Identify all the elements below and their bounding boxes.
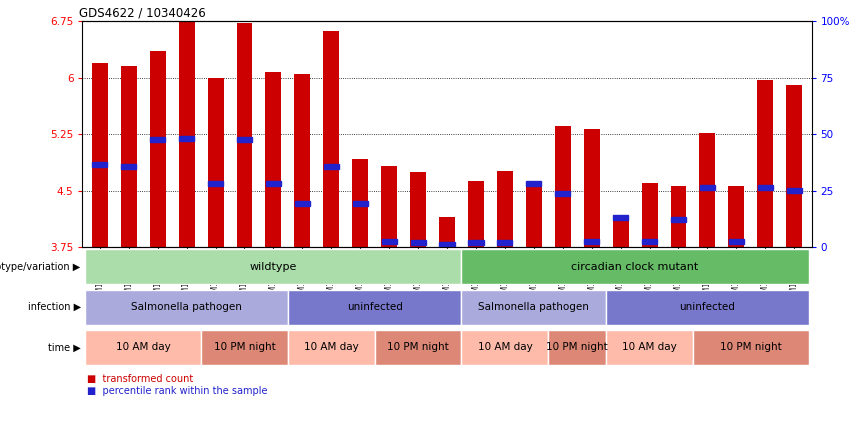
Bar [266, 181, 281, 186]
Bar [700, 184, 715, 190]
Bar [469, 240, 483, 244]
Bar [237, 137, 252, 142]
Bar [555, 126, 570, 247]
Text: wildtype: wildtype [250, 262, 297, 272]
Bar [85, 290, 288, 324]
Text: time ▶: time ▶ [48, 342, 81, 352]
Bar [613, 217, 628, 247]
Bar [294, 74, 310, 247]
Text: uninfected: uninfected [680, 302, 735, 312]
Bar [266, 71, 281, 247]
Text: 10 AM day: 10 AM day [115, 342, 171, 352]
Bar [149, 51, 166, 247]
Text: 10 PM night: 10 PM night [720, 342, 782, 352]
Text: 10 PM night: 10 PM night [546, 342, 608, 352]
Bar [179, 21, 194, 247]
Bar [462, 250, 809, 284]
Bar [584, 239, 599, 244]
Text: GDS4622 / 10340426: GDS4622 / 10340426 [79, 7, 206, 20]
Bar [583, 129, 600, 247]
Bar [85, 330, 201, 365]
Bar [375, 330, 462, 365]
Text: 10 AM day: 10 AM day [304, 342, 358, 352]
Bar [352, 201, 368, 206]
Bar [85, 250, 462, 284]
Bar [462, 290, 606, 324]
Bar [496, 170, 513, 247]
Text: 10 PM night: 10 PM night [214, 342, 275, 352]
Bar [497, 240, 512, 244]
Bar [411, 240, 425, 244]
Bar [323, 31, 339, 247]
Bar [693, 330, 809, 365]
Bar [352, 159, 368, 247]
Bar [526, 181, 542, 186]
Bar [786, 85, 802, 247]
Bar [207, 78, 223, 247]
Text: ■  transformed count: ■ transformed count [87, 374, 193, 384]
Bar [122, 164, 136, 169]
Bar [671, 217, 686, 222]
Text: Salmonella pathogen: Salmonella pathogen [131, 302, 242, 312]
Bar [757, 80, 773, 247]
Bar [150, 137, 165, 142]
Bar [613, 215, 628, 220]
Bar [410, 172, 426, 247]
Bar [295, 201, 310, 206]
Bar [642, 239, 657, 244]
Bar [179, 136, 194, 140]
Text: 10 AM day: 10 AM day [622, 342, 677, 352]
Bar [700, 133, 715, 247]
Text: uninfected: uninfected [346, 302, 403, 312]
Bar [786, 188, 802, 193]
Bar [670, 186, 687, 247]
Text: 10 PM night: 10 PM night [387, 342, 449, 352]
Bar [606, 290, 809, 324]
Bar [382, 239, 397, 244]
Bar [92, 162, 108, 167]
Bar [236, 23, 253, 247]
Bar [556, 191, 570, 195]
Text: Salmonella pathogen: Salmonella pathogen [478, 302, 589, 312]
Bar [92, 63, 108, 247]
Text: ■  percentile rank within the sample: ■ percentile rank within the sample [87, 386, 267, 396]
Bar [439, 217, 455, 247]
Bar [549, 330, 606, 365]
Bar [381, 166, 397, 247]
Text: infection ▶: infection ▶ [28, 302, 81, 312]
Bar [439, 242, 455, 247]
Bar [201, 330, 288, 365]
Bar [468, 181, 483, 247]
Bar [729, 239, 744, 244]
Bar [121, 66, 136, 247]
Text: circadian clock mutant: circadian clock mutant [571, 262, 699, 272]
Bar [462, 330, 549, 365]
Bar [324, 164, 339, 169]
Bar [641, 183, 657, 247]
Bar [606, 330, 693, 365]
Bar [208, 181, 223, 186]
Bar [728, 186, 744, 247]
Bar [288, 330, 375, 365]
Bar [758, 184, 773, 190]
Bar [526, 182, 542, 247]
Text: genotype/variation ▶: genotype/variation ▶ [0, 262, 81, 272]
Bar [288, 290, 462, 324]
Text: 10 AM day: 10 AM day [477, 342, 532, 352]
